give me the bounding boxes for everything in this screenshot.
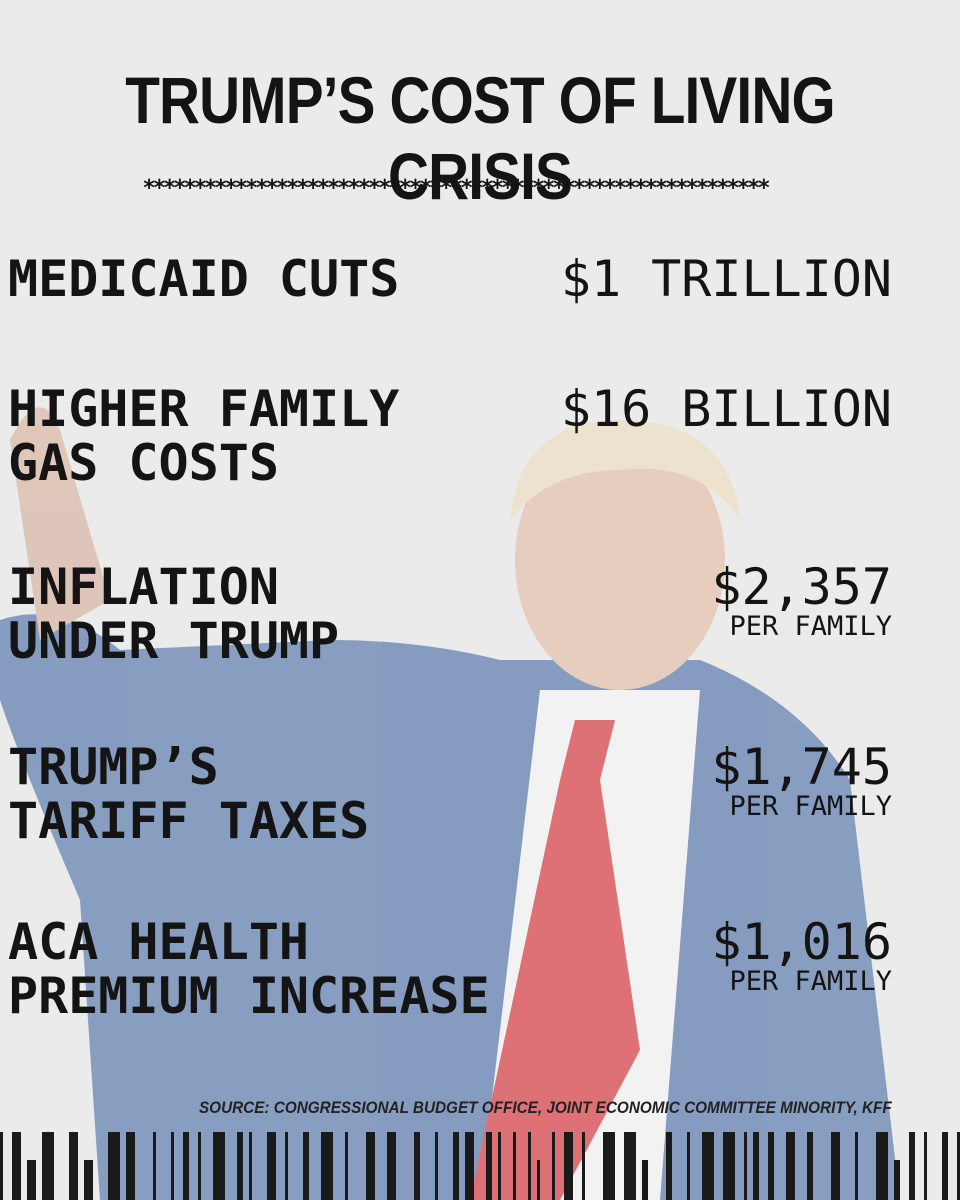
- barcode-bar: [303, 1132, 309, 1200]
- row-label: TRUMP’S: [8, 738, 219, 796]
- barcode-bar: [387, 1132, 396, 1200]
- barcode-bar: [687, 1132, 690, 1200]
- barcode-bar: [624, 1132, 636, 1200]
- barcode-bar: [855, 1132, 858, 1200]
- barcode-bar: [702, 1132, 714, 1200]
- barcode-bar: [237, 1132, 243, 1200]
- divider: ****************************************…: [142, 176, 771, 201]
- barcode-bar: [198, 1132, 201, 1200]
- row-unit: PER FAMILY: [729, 611, 892, 642]
- barcode-bar: [84, 1160, 93, 1200]
- portrait-figure: [0, 407, 900, 1200]
- barcode-bar: [42, 1132, 54, 1200]
- barcode-bar: [876, 1132, 888, 1200]
- barcode-bar: [0, 1132, 3, 1200]
- barcode-bar: [744, 1132, 747, 1200]
- row-label: INFLATION: [8, 558, 279, 616]
- barcode-bar: [453, 1132, 459, 1200]
- hand: [10, 407, 110, 640]
- barcode-bar: [414, 1132, 420, 1200]
- title: TRUMP’S COST OF LIVING CRISIS: [125, 63, 835, 213]
- barcode-bar: [753, 1132, 759, 1200]
- barcode: [0, 1132, 960, 1200]
- barcode-bar: [894, 1160, 900, 1200]
- barcode-bar: [807, 1132, 813, 1200]
- row-amount: $16 BILLION: [560, 380, 892, 438]
- barcode-bar: [513, 1132, 516, 1200]
- barcode-bar: [603, 1132, 615, 1200]
- barcode-bar: [321, 1132, 333, 1200]
- barcode-bar: [153, 1132, 156, 1200]
- row-amount: $1,016: [711, 913, 892, 971]
- barcode-bar: [285, 1132, 288, 1200]
- row-unit: PER FAMILY: [729, 791, 892, 822]
- row-amount: $1 TRILLION: [560, 250, 892, 308]
- barcode-bar: [435, 1132, 438, 1200]
- barcode-bar: [768, 1132, 774, 1200]
- barcode-bar: [642, 1160, 648, 1200]
- barcode-bar: [69, 1132, 78, 1200]
- barcode-bar: [345, 1132, 348, 1200]
- barcode-bar: [924, 1132, 927, 1200]
- barcode-bar: [183, 1132, 189, 1200]
- row-amount: $2,357: [711, 558, 892, 616]
- barcode-bar: [831, 1132, 840, 1200]
- row-label: TARIFF TAXES: [8, 792, 370, 850]
- barcode-bar: [786, 1132, 795, 1200]
- row-amount: $1,745: [711, 738, 892, 796]
- barcode-bar: [957, 1132, 960, 1200]
- row-label: ACA HEALTH: [8, 913, 310, 971]
- barcode-bar: [249, 1132, 252, 1200]
- barcode-bar: [267, 1132, 276, 1200]
- barcode-bar: [465, 1132, 474, 1200]
- row-label: PREMIUM INCREASE: [8, 967, 490, 1025]
- row-unit: PER FAMILY: [729, 966, 892, 997]
- barcode-bar: [126, 1132, 135, 1200]
- barcode-bar: [666, 1132, 672, 1200]
- face: [515, 430, 725, 690]
- barcode-bar: [171, 1132, 174, 1200]
- barcode-bar: [582, 1132, 585, 1200]
- barcode-bar: [498, 1132, 501, 1200]
- barcode-bar: [552, 1132, 555, 1200]
- barcode-bar: [537, 1160, 540, 1200]
- barcode-bar: [909, 1132, 915, 1200]
- barcode-bar: [528, 1132, 531, 1200]
- barcode-bar: [564, 1132, 573, 1200]
- row-label: MEDICAID CUTS: [8, 250, 400, 308]
- hair: [510, 420, 740, 520]
- row-label: HIGHER FAMILY: [8, 380, 400, 438]
- barcode-bar: [213, 1132, 225, 1200]
- barcode-bar: [366, 1132, 375, 1200]
- barcode-bar: [27, 1160, 36, 1200]
- barcode-bar: [486, 1132, 492, 1200]
- barcode-bar: [12, 1132, 21, 1200]
- tie: [470, 720, 640, 1200]
- row-label: UNDER TRUMP: [8, 612, 340, 670]
- source: SOURCE: CONGRESSIONAL BUDGET OFFICE, JOI…: [199, 1098, 892, 1117]
- barcode-bar: [723, 1132, 735, 1200]
- row-label: GAS COSTS: [8, 434, 279, 492]
- barcode-bar: [108, 1132, 120, 1200]
- barcode-bar: [942, 1132, 948, 1200]
